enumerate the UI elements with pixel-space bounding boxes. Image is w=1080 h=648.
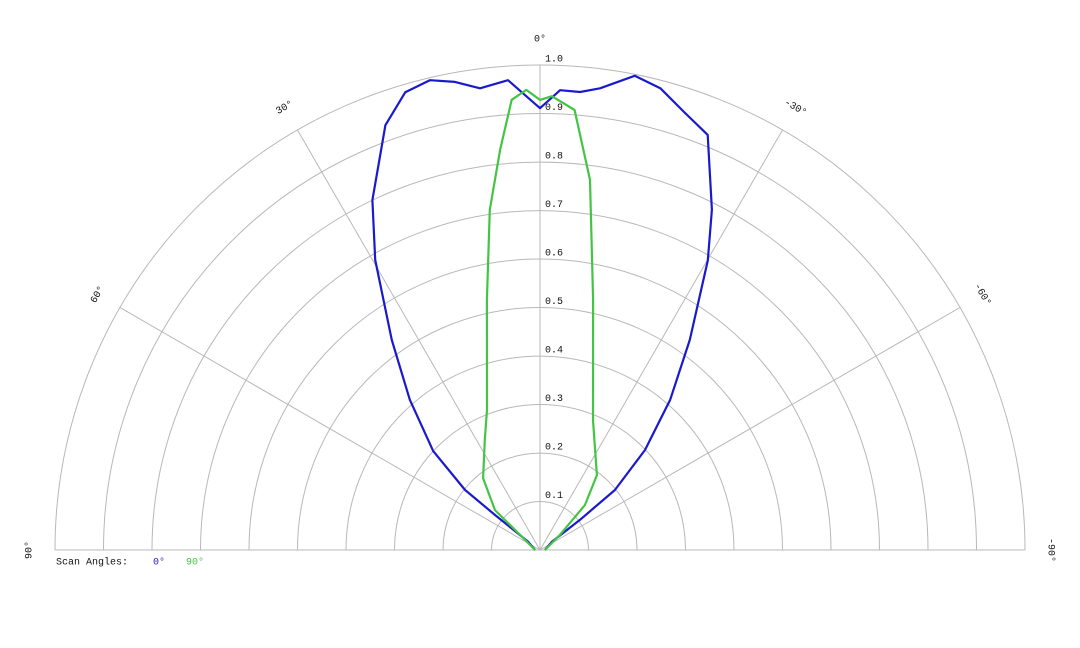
r-tick-label: 0.2 xyxy=(545,443,563,454)
theta-tick-label: 0° xyxy=(534,34,546,46)
r-tick-label: 0.9 xyxy=(545,103,563,114)
r-tick-label: 0.8 xyxy=(545,152,563,163)
r-tick-label: 0.4 xyxy=(545,346,563,357)
grid-spoke xyxy=(297,129,541,551)
series-line xyxy=(482,88,598,551)
series-line xyxy=(371,74,713,551)
legend-title: Scan Angles: xyxy=(56,557,128,569)
theta-tick-label: 90° xyxy=(24,541,36,559)
grid-spoke xyxy=(539,307,961,551)
theta-tick-label: -90° xyxy=(1044,538,1056,562)
theta-tick-label: 60° xyxy=(88,284,107,306)
grid-spoke xyxy=(539,129,783,551)
r-tick-label: 0.7 xyxy=(545,200,563,211)
theta-tick-label: 30° xyxy=(274,98,296,117)
r-tick-label: 1.0 xyxy=(545,55,563,66)
r-tick-label: 0.1 xyxy=(545,491,563,502)
r-tick-label: 0.5 xyxy=(545,297,563,308)
legend-entry: 0° xyxy=(153,557,165,569)
legend-entry: 90° xyxy=(186,557,204,569)
theta-tick-label: -30° xyxy=(782,97,809,119)
r-tick-label: 0.6 xyxy=(545,249,563,260)
r-tick-label: 0.3 xyxy=(545,394,563,405)
grid-spoke xyxy=(119,307,541,551)
theta-tick-label: -60° xyxy=(971,281,993,308)
